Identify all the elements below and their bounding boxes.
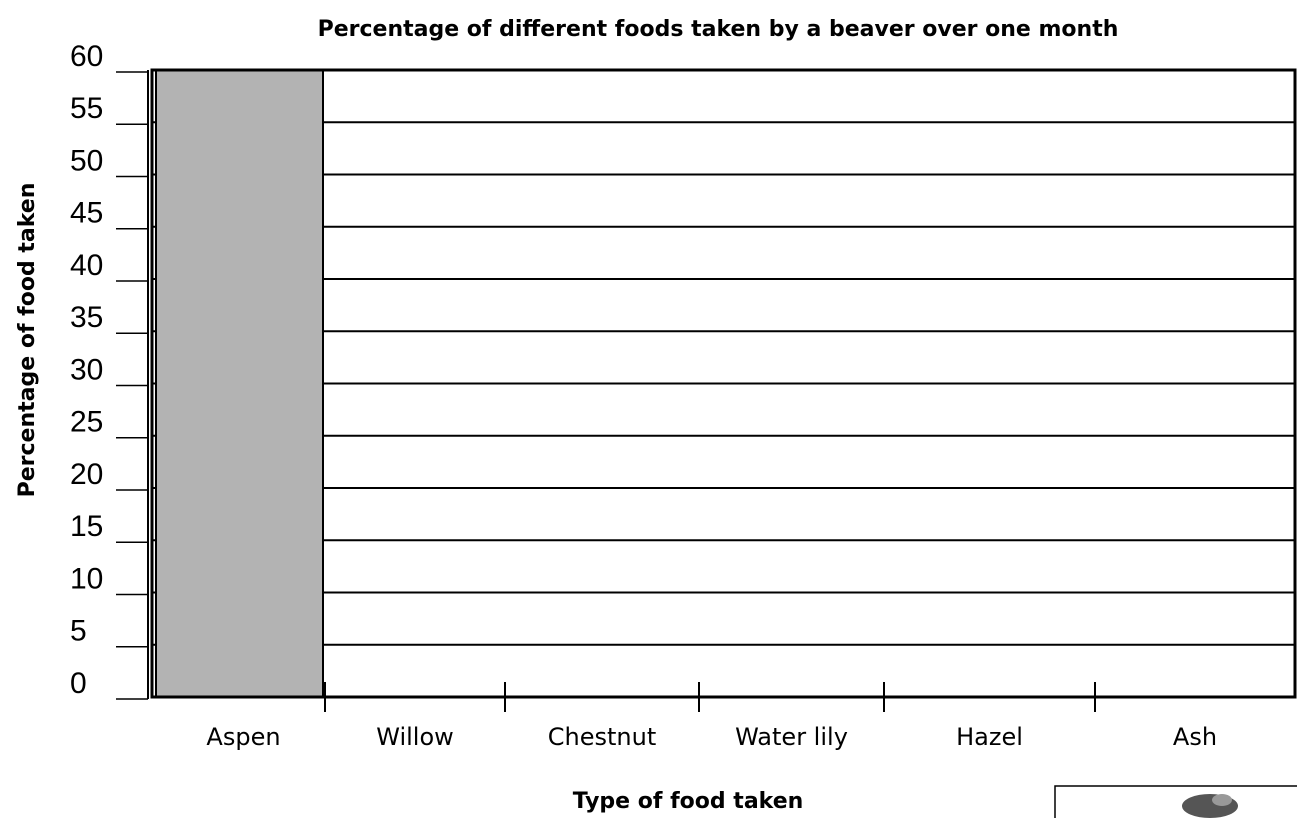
y-tick-label: 15 — [70, 510, 103, 543]
x-tick-label: Water lily — [735, 723, 848, 751]
y-tick-label: 60 — [70, 40, 103, 73]
y-tick-label: 5 — [70, 615, 87, 648]
y-tick-label: 35 — [70, 301, 103, 334]
x-tick-label: Hazel — [956, 723, 1023, 751]
y-tick-label: 30 — [70, 353, 103, 386]
chart: Percentage of different foods taken by a… — [0, 0, 1297, 818]
x-tick-label: Chestnut — [548, 723, 656, 751]
y-axis-label: Percentage of food taken — [15, 183, 40, 498]
y-tick-label: 25 — [70, 406, 103, 439]
y-tick-label: 55 — [70, 92, 103, 125]
y-tick-label: 0 — [70, 667, 87, 700]
y-tick-label: 50 — [70, 144, 103, 177]
beaver-picture — [1055, 786, 1297, 818]
y-tick-label: 20 — [70, 458, 103, 491]
x-tick-label: Aspen — [206, 723, 280, 751]
y-tick-label: 40 — [70, 249, 103, 282]
x-axis-label: Type of food taken — [573, 789, 804, 814]
x-tick-label: Ash — [1173, 723, 1217, 751]
y-tick-label: 10 — [70, 562, 103, 595]
x-tick-label: Willow — [376, 723, 454, 751]
bar — [156, 70, 323, 697]
chart-title: Percentage of different foods taken by a… — [318, 17, 1119, 42]
y-tick-label: 45 — [70, 197, 103, 230]
